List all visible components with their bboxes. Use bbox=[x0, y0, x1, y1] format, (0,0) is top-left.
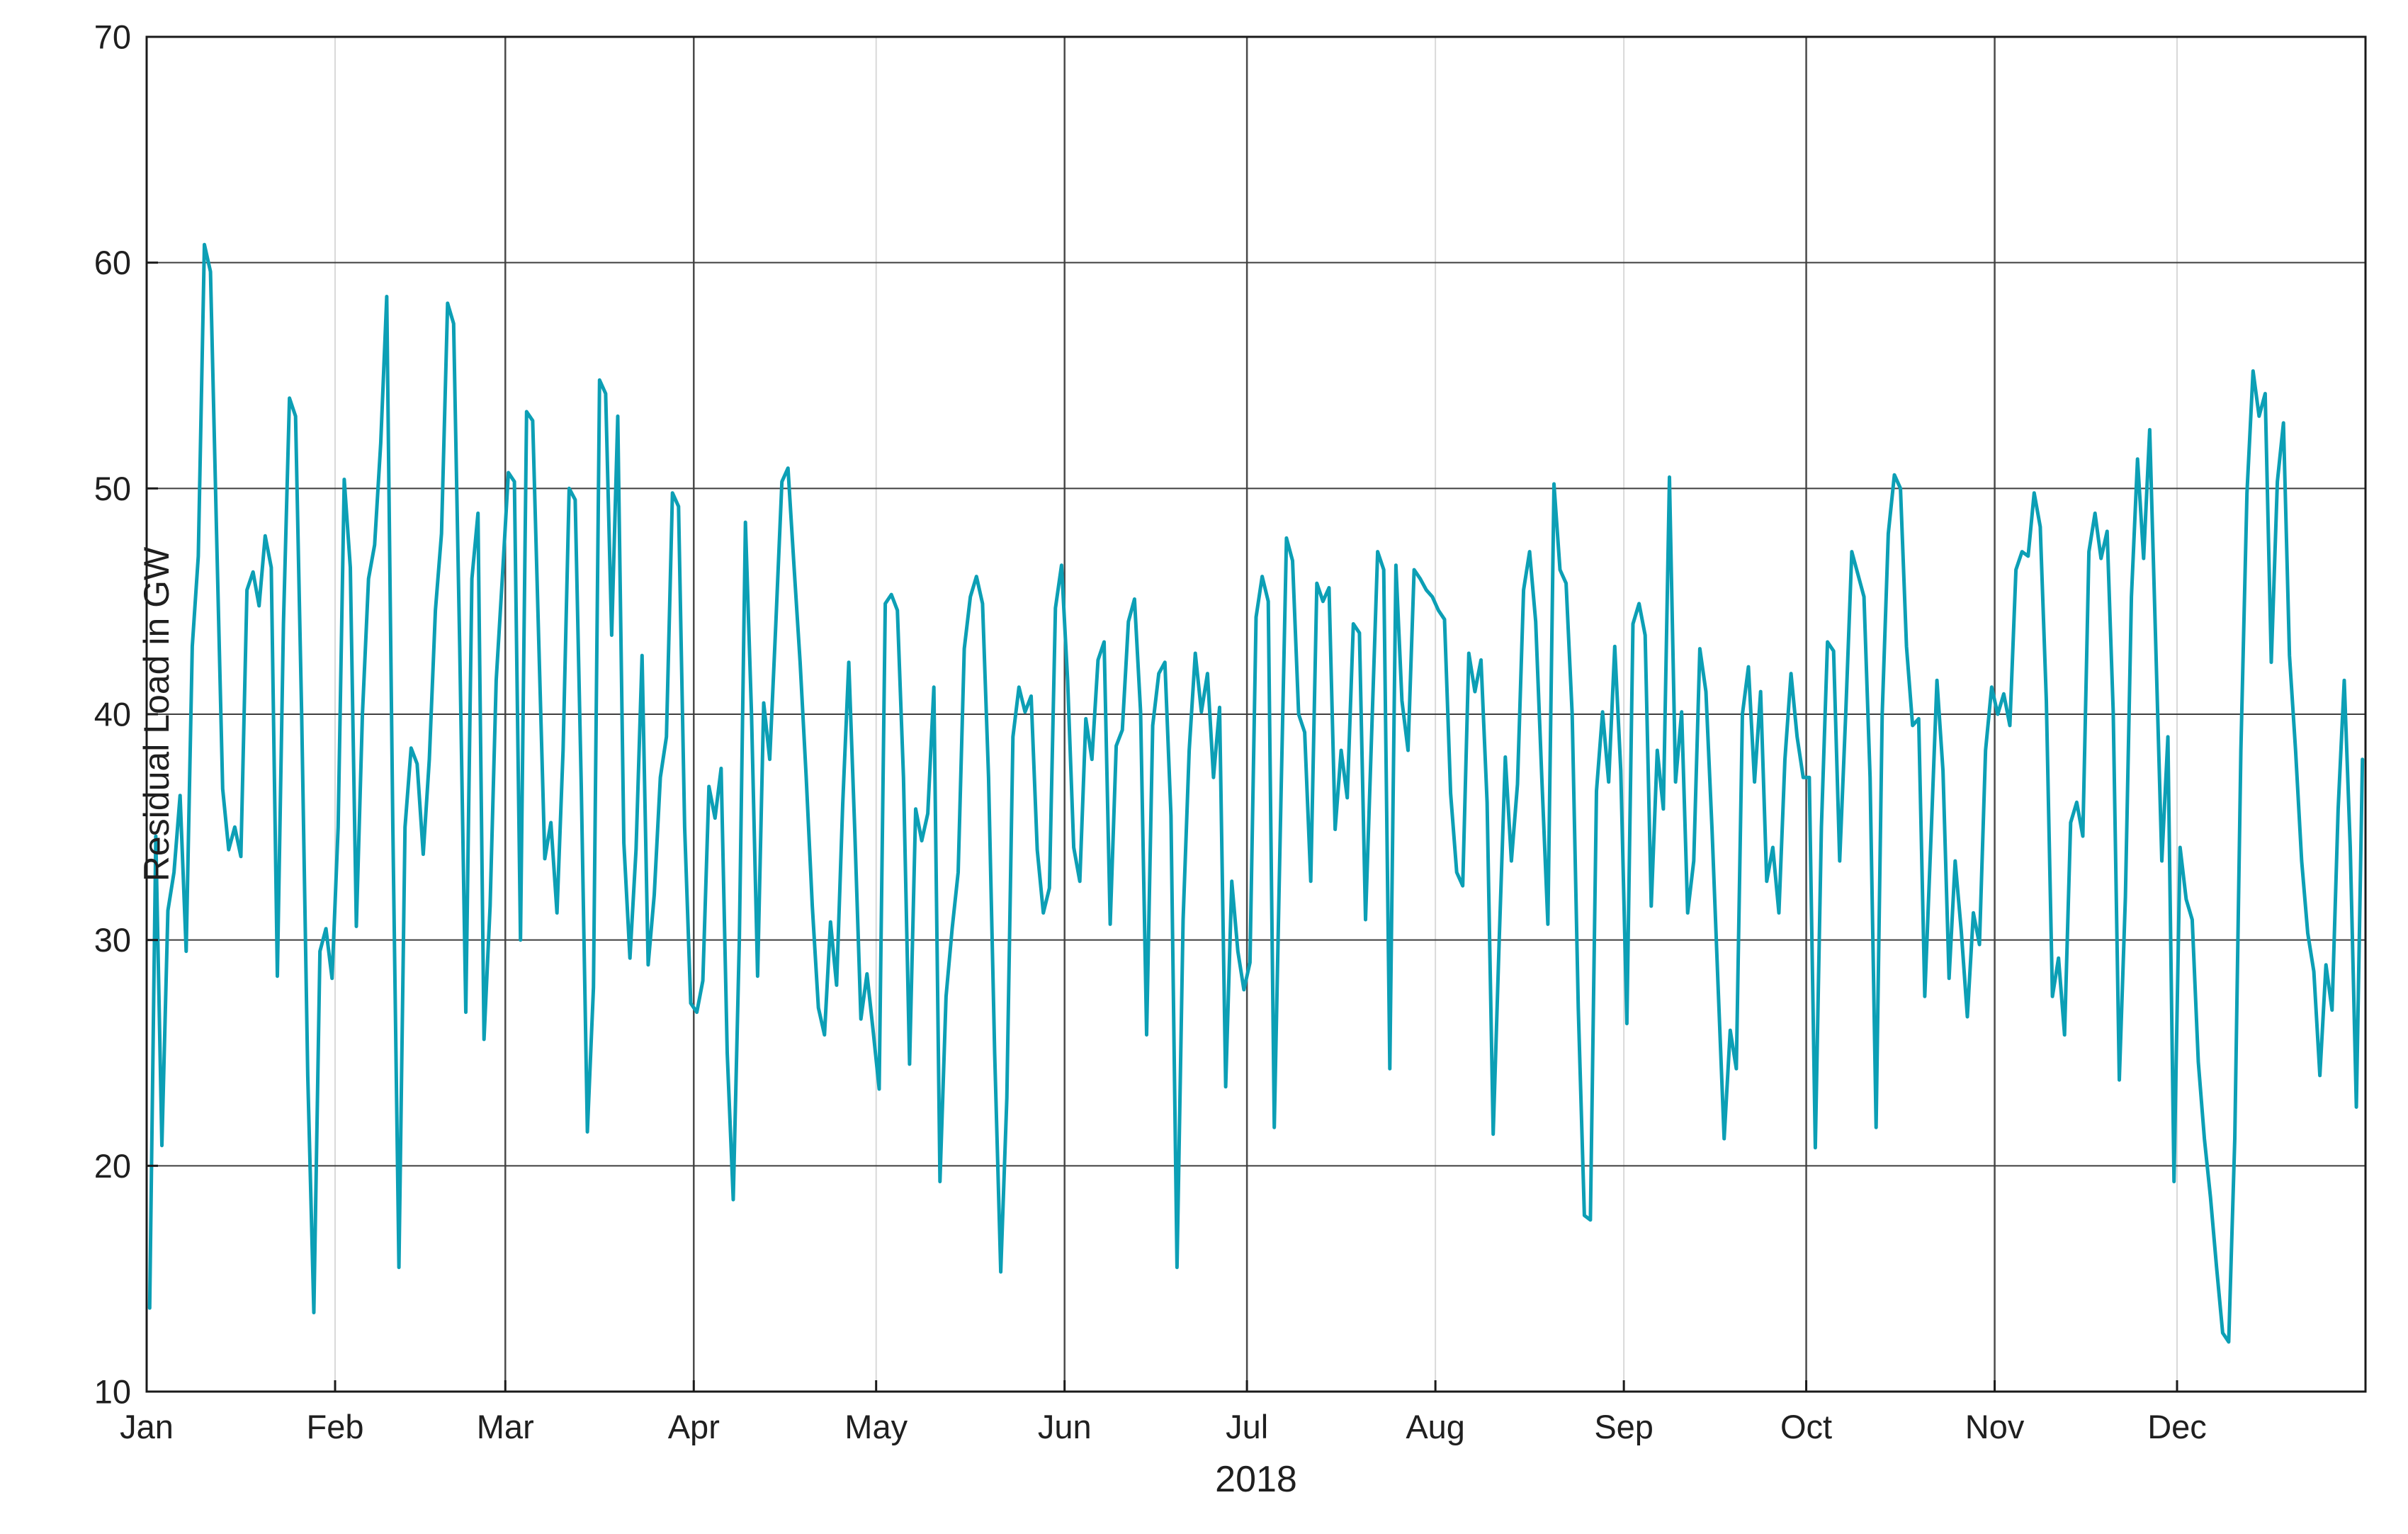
y-tick-label-10: 10 bbox=[94, 1373, 131, 1411]
y-tick-label-20: 20 bbox=[94, 1147, 131, 1185]
y-tick-label-30: 30 bbox=[94, 921, 131, 959]
x-tick-label-Dec: Dec bbox=[2147, 1408, 2207, 1445]
y-tick-label-70: 70 bbox=[94, 18, 131, 56]
x-tick-label-Jun: Jun bbox=[1038, 1408, 1092, 1445]
x-tick-label-Nov: Nov bbox=[1965, 1408, 2025, 1445]
x-tick-label-Jul: Jul bbox=[1226, 1408, 1268, 1445]
x-tick-label-Aug: Aug bbox=[1406, 1408, 1465, 1445]
x-tick-label-Mar: Mar bbox=[477, 1408, 534, 1445]
x-tick-label-Apr: Apr bbox=[668, 1408, 720, 1445]
y-tick-label-40: 40 bbox=[94, 696, 131, 733]
x-tick-label-Sep: Sep bbox=[1594, 1408, 1654, 1445]
x-tick-label-Oct: Oct bbox=[1780, 1408, 1832, 1445]
y-tick-label-50: 50 bbox=[94, 470, 131, 507]
x-tick-label-Jan: Jan bbox=[120, 1408, 174, 1445]
x-tick-label-May: May bbox=[844, 1408, 908, 1445]
y-tick-label-60: 60 bbox=[94, 244, 131, 281]
residual-load-series bbox=[147, 242, 2365, 1344]
x-axis-label: 2018 bbox=[1215, 1459, 1297, 1500]
y-axis-label: Residual Load in GW bbox=[137, 546, 177, 882]
x-tick-label-Feb: Feb bbox=[307, 1408, 364, 1445]
